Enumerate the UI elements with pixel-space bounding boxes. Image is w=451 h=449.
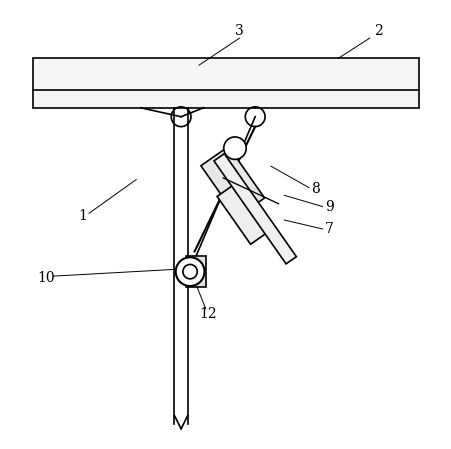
Text: 2: 2	[373, 24, 382, 39]
Bar	[33, 58, 418, 108]
Polygon shape	[201, 146, 264, 217]
Polygon shape	[213, 154, 296, 264]
Text: 8: 8	[311, 181, 319, 196]
Text: 1: 1	[78, 208, 87, 223]
Text: 10: 10	[37, 271, 55, 286]
Text: 7: 7	[324, 222, 333, 236]
Text: 3: 3	[235, 24, 243, 39]
Bar	[185, 256, 205, 287]
Text: 12: 12	[199, 307, 216, 321]
Polygon shape	[216, 182, 270, 244]
Circle shape	[175, 257, 204, 286]
Text: 9: 9	[324, 199, 333, 214]
Circle shape	[223, 137, 246, 159]
